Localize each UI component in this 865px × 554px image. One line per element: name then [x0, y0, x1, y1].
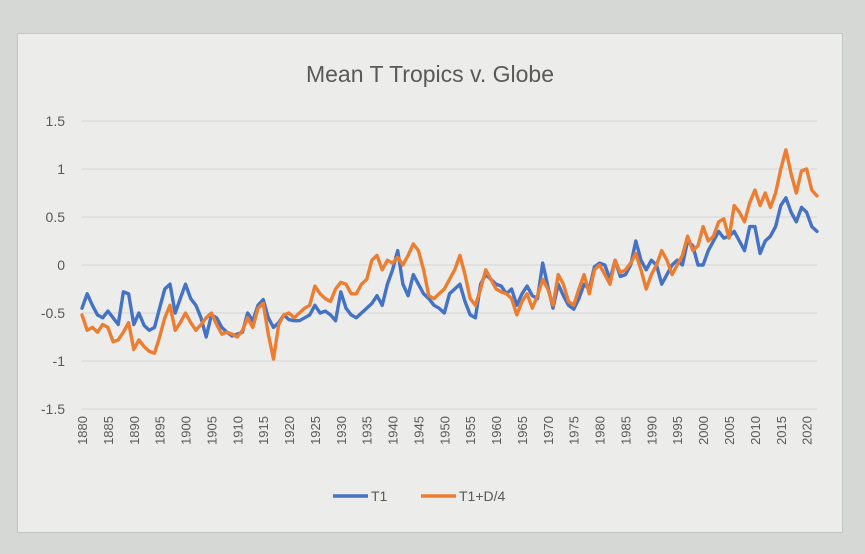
x-tick-label: 1980 — [593, 416, 608, 445]
x-tick-label: 2005 — [722, 416, 737, 445]
x-tick-label: 1960 — [489, 416, 504, 445]
x-tick-label: 1970 — [541, 416, 556, 445]
x-tick-label: 1930 — [334, 416, 349, 445]
x-tick-label: 2000 — [696, 416, 711, 445]
x-tick-label: 1885 — [101, 416, 116, 445]
x-tick-label: 1890 — [127, 416, 142, 445]
y-tick-label: 0 — [57, 257, 65, 273]
x-tick-label: 1965 — [515, 416, 530, 445]
x-tick-label: 2015 — [774, 416, 789, 445]
x-tick-label: 1950 — [437, 416, 452, 445]
x-tick-label: 1910 — [230, 416, 245, 445]
x-tick-label: 1945 — [411, 416, 426, 445]
x-tick-label: 1905 — [204, 416, 219, 445]
y-tick-label: 1.5 — [46, 113, 66, 129]
x-tick-label: 1985 — [618, 416, 633, 445]
x-tick-label: 2010 — [748, 416, 763, 445]
y-tick-label: -1.5 — [41, 401, 65, 417]
y-tick-label: 0.5 — [46, 209, 66, 225]
x-tick-label: 1975 — [567, 416, 582, 445]
y-tick-label: 1 — [57, 161, 65, 177]
legend-label: T1 — [371, 488, 388, 504]
x-tick-label: 1920 — [282, 416, 297, 445]
x-tick-label: 1935 — [360, 416, 375, 445]
x-tick-label: 1940 — [386, 416, 401, 445]
x-tick-label: 1990 — [644, 416, 659, 445]
chart-title: Mean T Tropics v. Globe — [306, 61, 554, 87]
x-tick-label: 1995 — [670, 416, 685, 445]
legend-label: T1+D/4 — [459, 488, 506, 504]
y-tick-label: -1 — [53, 353, 66, 369]
x-tick-label: 1880 — [75, 416, 90, 445]
x-tick-label: 2020 — [800, 416, 815, 445]
x-tick-label: 1925 — [308, 416, 323, 445]
x-tick-label: 1900 — [179, 416, 194, 445]
y-tick-label: -0.5 — [41, 305, 65, 321]
series-line-t1-d4 — [80, 148, 819, 361]
chart-frame — [17, 33, 843, 533]
x-tick-label: 1955 — [463, 416, 478, 445]
series-line-t1 — [80, 196, 819, 339]
x-tick-label: 1915 — [256, 416, 271, 445]
x-tick-label: 1895 — [153, 416, 168, 445]
